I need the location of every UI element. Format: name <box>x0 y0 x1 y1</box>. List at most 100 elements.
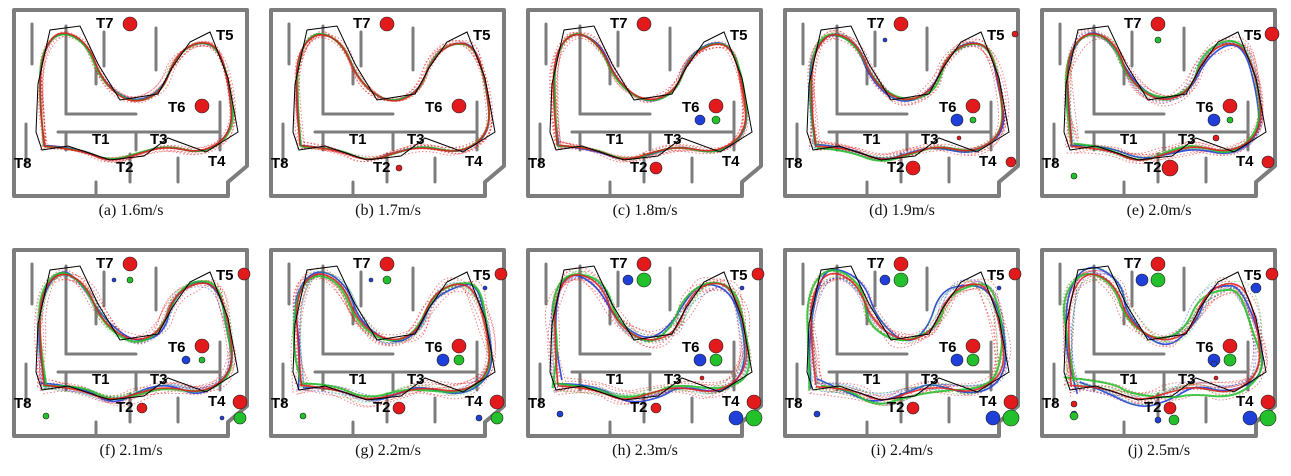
target-label-t7: T7 <box>867 255 885 272</box>
target-t2-red-marker <box>396 165 402 171</box>
red-trajectory <box>292 275 487 397</box>
target-t6-red-marker <box>966 339 980 353</box>
panel-caption: (f) 2.1m/s <box>6 442 256 460</box>
panel-caption: (e) 2.0m/s <box>1034 202 1284 220</box>
target-label-t4: T4 <box>465 393 483 410</box>
target-t7-red-marker <box>380 17 394 31</box>
panel-caption: (c) 1.8m/s <box>520 202 770 220</box>
track-map-plot: T1 T2 T3 T4 T5 T6 T7 T8 <box>263 244 513 440</box>
target-t5-blue-marker <box>997 286 1001 290</box>
target-label-t2: T2 <box>116 399 134 416</box>
target-label-t2: T2 <box>630 399 648 416</box>
target-label-t2: T2 <box>887 159 905 176</box>
target-label-t6: T6 <box>939 339 957 356</box>
target-label-t6: T6 <box>682 339 700 356</box>
target-t3-red-marker <box>1214 376 1218 380</box>
target-t4-blue-marker <box>1243 411 1257 425</box>
target-t8-green-marker <box>1070 412 1078 420</box>
target-t2-blue-marker <box>1155 417 1161 423</box>
target-label-t1: T1 <box>92 131 110 148</box>
target-label-t3: T3 <box>150 371 168 388</box>
target-label-t2: T2 <box>116 159 134 176</box>
target-label-t1: T1 <box>863 131 881 148</box>
target-label-t2: T2 <box>1144 399 1162 416</box>
target-t8-blue-marker <box>814 411 820 417</box>
target-t6-green-marker <box>1224 354 1236 366</box>
target-label-t1: T1 <box>349 131 367 148</box>
target-t6-green-marker <box>712 116 720 124</box>
target-t4-red-marker <box>1004 395 1018 409</box>
target-t2-red-marker <box>1162 160 1178 176</box>
target-label-t4: T4 <box>208 393 226 410</box>
track-map-plot: T1 T2 T3 T4 T5 T6 T7 T8 <box>6 4 256 200</box>
target-t2-red-marker <box>650 162 662 174</box>
target-label-t8: T8 <box>14 155 32 172</box>
target-label-t5: T5 <box>473 27 491 44</box>
target-t4-blue-marker <box>220 416 224 420</box>
target-t2-red-marker <box>651 403 661 413</box>
target-t3-red-marker <box>1213 135 1219 141</box>
target-t4-green-marker <box>746 410 762 426</box>
target-t5-red-marker <box>1265 27 1279 41</box>
target-t7-green-marker <box>1151 273 1165 287</box>
target-t8-red-marker <box>1071 401 1077 407</box>
target-label-t8: T8 <box>785 395 803 412</box>
target-t7-blue-marker <box>1136 274 1148 286</box>
target-t7-blue-marker <box>369 278 373 282</box>
target-label-t8: T8 <box>1042 395 1060 412</box>
target-t7-red-marker <box>637 17 651 31</box>
target-t5-blue-marker <box>483 286 487 290</box>
figure-panel: T1 T2 T3 T4 T5 T6 T7 T8 (d) 1.9m/s <box>777 4 1027 236</box>
target-t4-red-marker <box>747 395 761 409</box>
figure-panel: T1 T2 T3 T4 T5 T6 T7 T8 (f) 2.1m/s <box>6 244 256 476</box>
target-t6-red-marker <box>709 99 723 113</box>
target-label-t8: T8 <box>1042 155 1060 172</box>
red-trajectory <box>299 31 492 159</box>
blue-trajectory <box>298 274 491 402</box>
target-label-t4: T4 <box>465 153 483 170</box>
target-t4-red-marker <box>1006 157 1016 167</box>
target-t4-blue-marker <box>729 411 743 425</box>
target-t6-green-marker <box>967 354 979 366</box>
target-t6-green-marker <box>454 355 464 365</box>
target-t2-red-marker <box>906 161 920 175</box>
target-label-t4: T4 <box>722 153 740 170</box>
target-label-t3: T3 <box>1178 371 1196 388</box>
track-map-plot: T1 T2 T3 T4 T5 T6 T7 T8 <box>520 4 770 200</box>
target-t7-blue-marker <box>623 275 633 285</box>
target-label-t4: T4 <box>1236 393 1254 410</box>
target-label-t6: T6 <box>425 99 443 116</box>
target-t6-red-marker <box>1223 99 1237 113</box>
target-t2-red-marker <box>907 402 919 414</box>
target-label-t8: T8 <box>528 155 546 172</box>
target-t7-red-marker <box>1151 17 1165 31</box>
target-label-t5: T5 <box>1244 27 1262 44</box>
target-t7-blue-marker <box>880 275 890 285</box>
target-t5-red-marker <box>1012 31 1018 37</box>
target-label-t5: T5 <box>987 267 1005 284</box>
figure-panel: T1 T2 T3 T4 T5 T6 T7 T8 (e) 2.0m/s <box>1034 4 1284 236</box>
target-t4-blue-marker <box>986 411 1000 425</box>
target-label-t5: T5 <box>730 267 748 284</box>
target-label-t7: T7 <box>96 255 114 272</box>
target-t5-red-marker <box>1009 268 1021 280</box>
target-label-t5: T5 <box>987 27 1005 44</box>
target-t6-red-marker <box>452 99 466 113</box>
figure-panel: T1 T2 T3 T4 T5 T6 T7 T8 (j) 2.5m/s <box>1034 244 1284 476</box>
green-trajectory <box>301 277 490 399</box>
track-map-plot: T1 T2 T3 T4 T5 T6 T7 T8 <box>263 4 513 200</box>
figure-panel: T1 T2 T3 T4 T5 T6 T7 T8 (i) 2.4m/s <box>777 244 1027 476</box>
target-t7-red-marker <box>1151 257 1165 271</box>
target-t4-red-marker <box>233 395 247 409</box>
target-label-t7: T7 <box>867 15 885 32</box>
target-t7-red-marker <box>894 257 908 271</box>
target-t5-red-marker <box>752 268 764 280</box>
target-t3-blue-marker <box>1211 361 1217 367</box>
target-t5-red-marker <box>238 268 250 280</box>
target-t7-red-marker <box>123 17 137 31</box>
target-label-t1: T1 <box>606 371 624 388</box>
target-t7-blue-marker <box>112 278 116 282</box>
target-t7-red-marker <box>894 17 908 31</box>
target-t5-blue-marker <box>1251 283 1261 293</box>
target-t3-red-marker <box>700 376 704 380</box>
